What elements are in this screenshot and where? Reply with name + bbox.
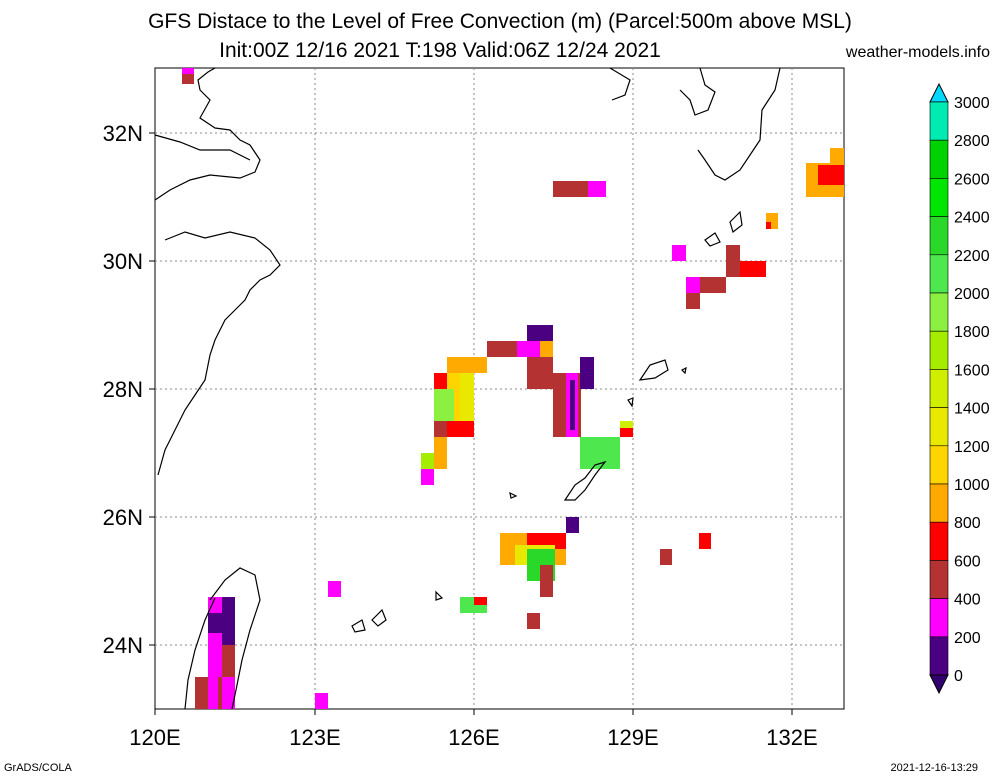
y-tick-label: 32N [103, 121, 143, 146]
y-tick-label: 28N [103, 377, 143, 402]
colorbar-swatch [929, 636, 949, 676]
colorbar-label: 2200 [954, 248, 990, 265]
colorbar-label: 3000 [954, 95, 990, 112]
y-tick-label: 24N [103, 633, 143, 658]
y-axis-labels: 32N 30N 28N 26N 24N [103, 121, 143, 658]
colorbar-swatch [929, 560, 949, 599]
colorbar-label: 0 [954, 668, 963, 685]
colorbar-label: 600 [954, 553, 981, 570]
colorbar-label: 1200 [954, 439, 990, 456]
x-tick-label: 123E [289, 725, 340, 750]
colorbar-swatch [929, 292, 949, 332]
colorbar-label: 1600 [954, 362, 990, 379]
colorbar-swatch [929, 483, 949, 523]
colorbar-swatch [929, 216, 949, 256]
colorbar-swatch [929, 598, 949, 638]
colorbar: 3000280026002400220020001800160014001200… [929, 82, 990, 695]
chart-title: GFS Distace to the Level of Free Convect… [148, 10, 852, 33]
tick-marks [149, 132, 793, 715]
source-site: weather-models.info [845, 44, 990, 61]
footer-left: GrADS/COLA [4, 762, 72, 774]
colorbar-label: 400 [954, 592, 981, 609]
x-axis-labels: 120E 123E 126E 129E 132E [129, 725, 817, 750]
chart-title-line2: Init:00Z 12/16 2021 T:198 Valid:06Z 12/2… [219, 39, 661, 62]
colorbar-swatch [929, 330, 949, 370]
colorbar-label: 2400 [954, 210, 990, 227]
colorbar-label: 2000 [954, 286, 990, 303]
colorbar-label: 2600 [954, 171, 990, 188]
colorbar-label: 1000 [954, 477, 990, 494]
lfc-shading [182, 68, 844, 709]
colorbar-bottom-arrow [929, 674, 949, 695]
colorbar-swatch [929, 521, 949, 561]
colorbar-top-arrow [929, 82, 949, 103]
colorbar-swatch [929, 178, 949, 217]
x-tick-label: 129E [607, 725, 658, 750]
colorbar-label: 1800 [954, 324, 990, 341]
y-tick-label: 30N [103, 249, 143, 274]
colorbar-label: 200 [954, 630, 981, 647]
colorbar-swatch [929, 254, 949, 294]
colorbar-label: 1400 [954, 401, 990, 418]
colorbar-swatch [929, 369, 949, 408]
colorbar-swatch [929, 139, 949, 179]
y-tick-label: 26N [103, 505, 143, 530]
x-tick-label: 132E [766, 725, 817, 750]
colorbar-swatch [929, 101, 949, 141]
colorbar-label: 2800 [954, 133, 990, 150]
x-tick-label: 120E [129, 725, 180, 750]
coastlines [154, 67, 781, 710]
footer-right: 2021-12-16-13:29 [890, 762, 978, 774]
colorbar-swatch [929, 445, 949, 485]
colorbar-label: 800 [954, 515, 981, 532]
x-tick-label: 126E [448, 725, 499, 750]
colorbar-swatch [929, 407, 949, 447]
